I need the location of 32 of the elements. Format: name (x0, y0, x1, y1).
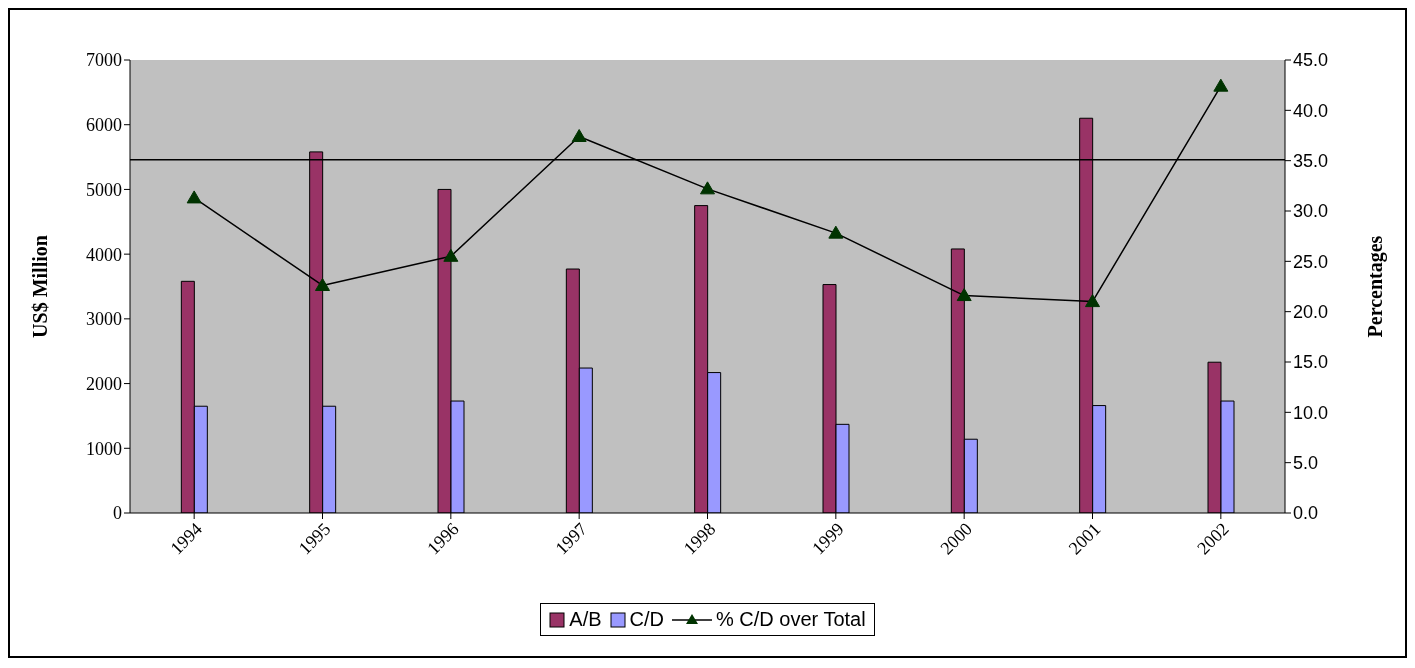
y2-tick-label: 15.0 (1293, 352, 1329, 373)
legend-label: A/B (569, 608, 602, 631)
y2-tick-label: 40.0 (1293, 100, 1329, 121)
y-tick-label: 3000 (86, 309, 122, 330)
y2-tick-label: 20.0 (1293, 302, 1329, 323)
y2-tick-label: 30.0 (1293, 201, 1329, 222)
y2-tick-label: 25.0 (1293, 251, 1329, 272)
point (186, 190, 202, 204)
y-tick-label: 7000 (86, 50, 122, 71)
y2-tick-label: 10.0 (1293, 402, 1329, 423)
y2-tick-label: 5.0 (1293, 453, 1319, 474)
point (700, 181, 715, 195)
legend-label: C/D (629, 608, 664, 631)
y-tick-label: 4000 (86, 244, 122, 265)
point (956, 288, 972, 302)
y-tick-label: 5000 (86, 179, 122, 200)
y-tick-label: 0 (113, 503, 122, 524)
y-tick-label: 2000 (86, 373, 122, 394)
y2-axis-title: Percentages (1364, 235, 1388, 338)
legend-label: % C/D over Total (716, 608, 866, 631)
y-tick-label: 1000 (86, 438, 122, 459)
y2-tick-label: 35.0 (1293, 151, 1329, 172)
y-tick-label: 6000 (86, 115, 122, 136)
y2-tick-label: 0.0 (1293, 503, 1319, 524)
y2-tick-label: 45.0 (1293, 50, 1329, 71)
point (571, 129, 587, 143)
point (1085, 294, 1100, 308)
point (828, 225, 844, 239)
y-axis-title: US$ Million (29, 235, 52, 338)
point (315, 277, 330, 291)
point (443, 248, 459, 262)
point (1213, 78, 1229, 92)
